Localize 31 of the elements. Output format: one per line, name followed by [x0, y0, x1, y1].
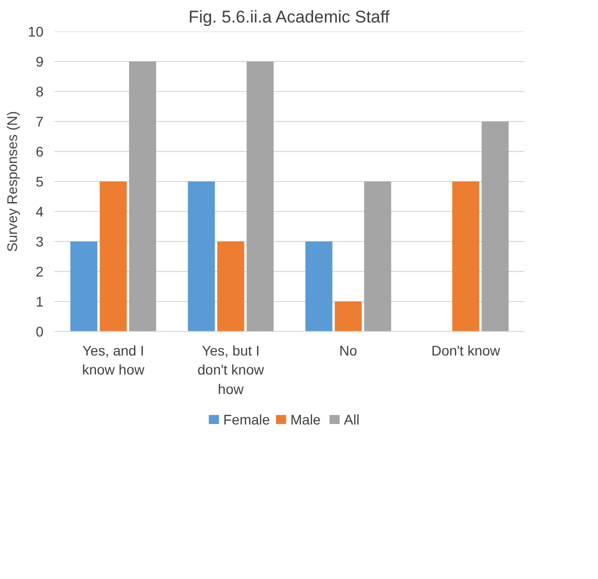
x-tick-label: Yes, but I don't know how: [198, 342, 265, 397]
y-tick-label: 7: [36, 114, 44, 130]
y-tick-label: 4: [36, 204, 44, 220]
x-tick-label: Don't know: [431, 342, 502, 358]
bar: [217, 242, 244, 332]
bar: [452, 182, 480, 332]
y-tick-label: 8: [36, 84, 44, 100]
bar: [334, 302, 362, 332]
legend-label: Female: [223, 412, 270, 428]
bar: [246, 62, 274, 332]
y-tick-label: 6: [36, 144, 44, 160]
y-tick-label: 0: [36, 324, 44, 340]
bar: [305, 242, 332, 332]
bar: [364, 182, 392, 332]
x-tick-label: No: [339, 342, 358, 358]
y-axis-title: Survey Responses (N): [4, 111, 20, 252]
bar: [70, 242, 98, 332]
y-tick-label: 3: [36, 234, 44, 250]
bar: [100, 182, 127, 332]
y-tick-label: 10: [28, 24, 44, 40]
y-tick-label: 1: [36, 294, 44, 310]
y-tick-label: 5: [36, 174, 44, 190]
bar: [129, 62, 156, 332]
y-tick-label: 9: [36, 54, 44, 70]
y-tick-label: 2: [36, 264, 44, 280]
bar: [482, 122, 509, 332]
x-tick-label: Yes, and I know how: [82, 342, 146, 378]
chart-title: Fig. 5.6.ii.a Academic Staff: [188, 8, 390, 26]
bar: [188, 182, 215, 332]
legend-label: All: [344, 412, 360, 428]
legend-label: Male: [290, 412, 321, 428]
